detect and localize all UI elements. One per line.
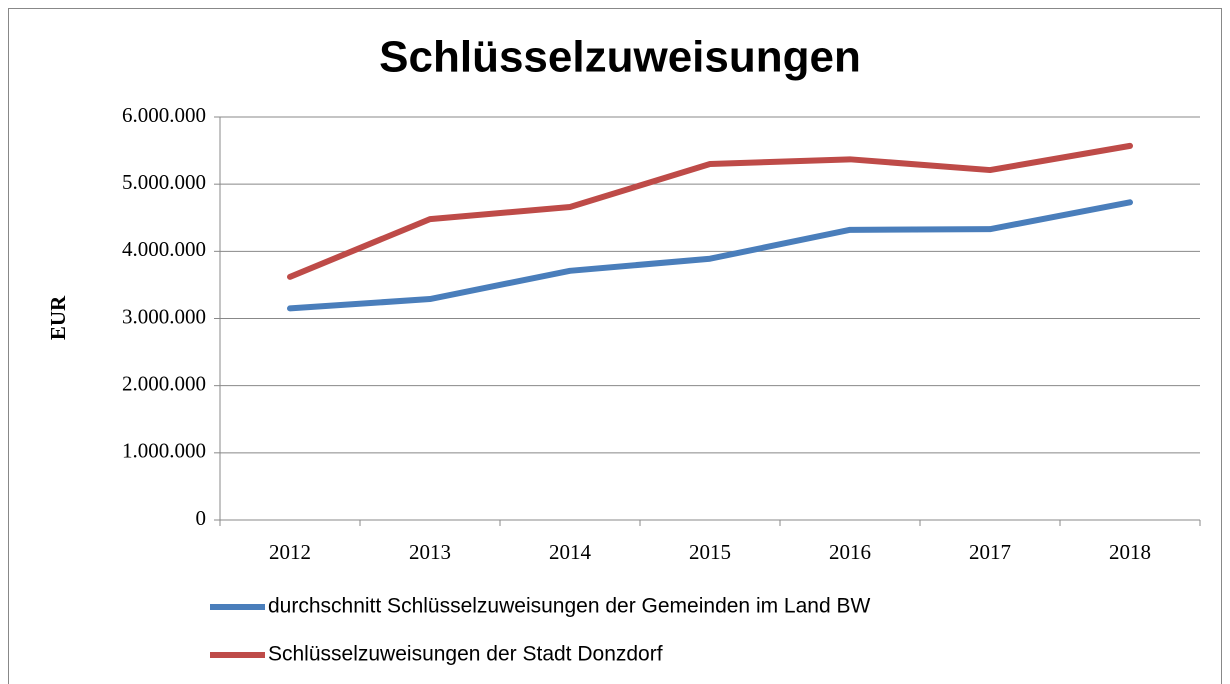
- series-line: [287, 199, 1133, 312]
- x-tick-label: 2015: [689, 540, 731, 564]
- y-tick-label: 3.000.000: [122, 304, 206, 328]
- chart-title: Schlüsselzuweisungen: [379, 33, 861, 82]
- chart-border: [8, 8, 1222, 684]
- y-tick-label: 1.000.000: [122, 439, 206, 463]
- x-tick-label: 2018: [1109, 540, 1151, 564]
- legend-label: Schlüsselzuweisungen der Stadt Donzdorf: [268, 643, 663, 666]
- y-tick-label: 5.000.000: [122, 170, 206, 194]
- x-tick-label: 2017: [969, 540, 1011, 564]
- series-line: [287, 142, 1133, 280]
- y-tick-label: 0: [196, 506, 207, 530]
- x-tick-label: 2016: [829, 540, 871, 564]
- y-axis-label: EUR: [46, 295, 70, 340]
- x-tick-label: 2014: [549, 540, 592, 564]
- y-tick-label: 6.000.000: [122, 103, 206, 127]
- legend-label: durchschnitt Schlüsselzuweisungen der Ge…: [268, 595, 870, 618]
- x-tick-label: 2013: [409, 540, 451, 564]
- y-tick-label: 2.000.000: [122, 371, 206, 395]
- y-tick-label: 4.000.000: [122, 237, 206, 261]
- x-tick-label: 2012: [269, 540, 311, 564]
